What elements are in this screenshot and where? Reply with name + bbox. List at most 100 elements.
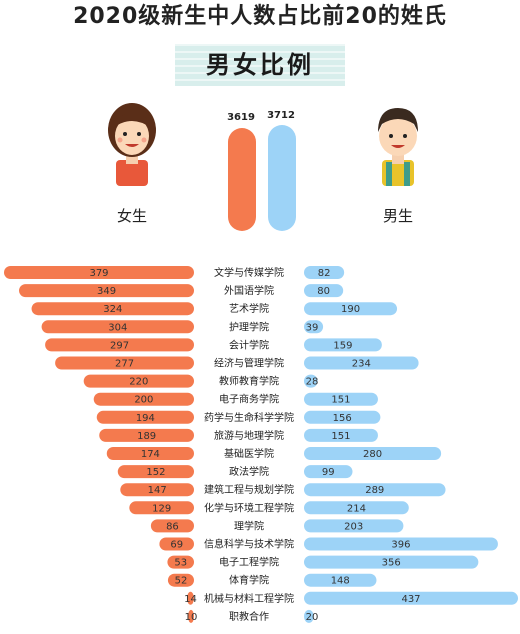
male-value-label: 148 <box>331 576 350 587</box>
male-value-label: 437 <box>401 594 420 605</box>
category-label: 教师教育学院 <box>219 375 279 388</box>
male-bar <box>304 428 378 442</box>
female-value-label: 277 <box>115 359 134 370</box>
male-bar <box>304 519 404 533</box>
female-bar <box>117 465 194 479</box>
female-value-label: 200 <box>134 395 153 406</box>
female-value-label: 129 <box>152 503 171 514</box>
category-label: 艺术学院 <box>229 302 269 315</box>
chart-title: 2020级新生中人数占比前20的姓氏 <box>73 4 447 29</box>
male-bar <box>304 374 318 388</box>
male-bar <box>304 356 419 370</box>
female-value-label: 14 <box>184 594 197 605</box>
male-value-label: 20 <box>306 612 319 623</box>
male-bar <box>304 392 378 406</box>
male-avatar-icon <box>378 108 418 186</box>
female-total-bar <box>228 127 256 231</box>
male-bar <box>304 573 377 587</box>
male-value-label: 356 <box>382 558 401 569</box>
female-bar <box>96 410 194 424</box>
female-value-label: 349 <box>97 286 116 297</box>
category-label: 经济与管理学院 <box>214 357 284 370</box>
category-label: 化学与环境工程学院 <box>204 501 294 514</box>
female-bar <box>45 338 194 352</box>
male-bar <box>304 609 314 623</box>
male-value-label: 214 <box>347 503 366 514</box>
subtitle: 男女比例 <box>206 51 314 79</box>
male-bar <box>304 483 446 497</box>
category-label: 文学与传媒学院 <box>214 266 284 279</box>
female-bar <box>83 374 194 388</box>
female-bar <box>120 483 194 497</box>
category-label: 理学院 <box>234 519 264 532</box>
male-bar <box>304 465 353 479</box>
male-bar <box>304 537 498 551</box>
category-label: 旅游与地理学院 <box>214 429 284 442</box>
category-label: 职教合作 <box>229 610 269 623</box>
female-value-label: 379 <box>89 268 108 279</box>
male-value-label: 39 <box>306 322 319 333</box>
subtitle-banner <box>175 44 345 86</box>
female-value-label: 69 <box>170 540 183 551</box>
female-value-label: 304 <box>108 322 127 333</box>
female-bar <box>150 519 194 533</box>
female-bar <box>4 266 194 279</box>
male-bar <box>304 555 479 569</box>
male-bar <box>304 284 344 298</box>
male-value-label: 156 <box>333 413 352 424</box>
male-value-label: 234 <box>352 359 371 370</box>
male-value-label: 203 <box>344 521 363 532</box>
female-value-label: 189 <box>137 431 156 442</box>
male-value-label: 28 <box>306 377 319 388</box>
male-bar <box>304 410 381 424</box>
female-value-label: 52 <box>175 576 188 587</box>
female-value-label: 297 <box>110 340 129 351</box>
category-label: 外国语学院 <box>224 284 274 297</box>
category-label: 药学与生命科学学院 <box>204 411 294 424</box>
category-label: 护理学院 <box>229 320 269 333</box>
female-value-label: 194 <box>136 413 155 424</box>
male-bar <box>304 447 442 460</box>
female-bar <box>93 392 194 406</box>
category-label: 基础医学院 <box>224 447 274 460</box>
category-label: 机械与材料工程学院 <box>204 592 294 605</box>
male-total-bar <box>268 125 296 231</box>
female-bar <box>41 320 195 334</box>
male-label: 男生 <box>382 207 413 225</box>
category-label: 信息科学与技术学院 <box>204 538 294 551</box>
female-avatar-icon <box>108 103 156 186</box>
male-total-label: 3712 <box>267 110 295 121</box>
female-value-label: 174 <box>141 449 160 460</box>
female-bar <box>159 537 194 551</box>
female-label: 女生 <box>116 207 147 225</box>
male-bar <box>304 320 324 334</box>
female-value-label: 220 <box>129 377 148 388</box>
male-bar <box>304 338 382 352</box>
category-label: 建筑工程与规划学院 <box>204 483 294 496</box>
category-label: 政法学院 <box>229 465 269 478</box>
male-bar <box>304 266 345 279</box>
female-bar <box>129 501 194 515</box>
male-value-label: 289 <box>365 485 384 496</box>
male-value-label: 151 <box>331 395 350 406</box>
male-value-label: 80 <box>317 286 330 297</box>
female-total-label: 3619 <box>227 112 255 123</box>
male-bar <box>304 501 409 515</box>
female-value-label: 86 <box>166 521 179 532</box>
category-label: 电子商务学院 <box>219 393 279 406</box>
female-value-label: 53 <box>174 558 187 569</box>
male-value-label: 280 <box>363 449 382 460</box>
male-bar <box>304 591 518 605</box>
male-value-label: 190 <box>341 304 360 315</box>
female-bar <box>167 573 194 587</box>
male-value-label: 82 <box>318 268 331 279</box>
female-bar <box>167 555 194 569</box>
female-bar <box>106 447 194 460</box>
female-value-label: 147 <box>148 485 167 496</box>
female-bar <box>55 356 194 370</box>
female-bar <box>186 591 194 605</box>
male-value-label: 99 <box>322 467 335 478</box>
male-value-label: 151 <box>331 431 350 442</box>
female-value-label: 10 <box>185 612 198 623</box>
